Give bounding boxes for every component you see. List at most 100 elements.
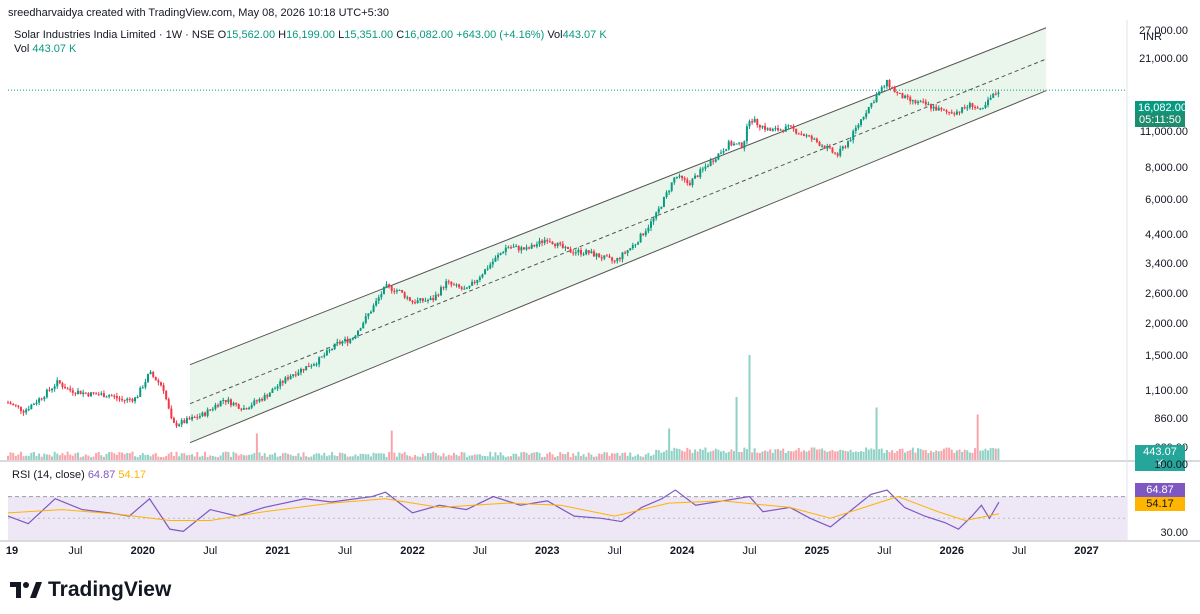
volume-bar xyxy=(844,450,847,460)
currency-label[interactable]: INR xyxy=(1143,31,1162,43)
volume-bar xyxy=(77,452,80,460)
candle-body xyxy=(271,388,274,393)
time-axis-label: 2023 xyxy=(535,545,560,557)
volume-tag: 443.07 K xyxy=(1135,445,1185,471)
candle-body xyxy=(834,152,837,154)
candle-body xyxy=(35,402,38,404)
volume-bar xyxy=(40,456,43,460)
candle-body xyxy=(735,143,738,145)
volume-bar xyxy=(880,448,883,460)
close-value: 16,082.00 xyxy=(404,29,454,41)
volume-bar xyxy=(123,454,126,460)
volume-bar xyxy=(341,452,344,460)
candle-body xyxy=(688,183,691,185)
tradingview-logo[interactable]: TradingView xyxy=(10,578,171,602)
price-axis-label: 8,000.00 xyxy=(1145,161,1188,174)
volume-bar xyxy=(722,450,725,460)
volume-bar xyxy=(421,453,424,460)
volume-bar xyxy=(637,454,640,460)
volume-bar xyxy=(683,451,686,460)
candle-body xyxy=(48,389,51,391)
volume-bar xyxy=(217,457,220,460)
candle-body xyxy=(118,398,121,400)
volume-bar xyxy=(914,452,917,460)
volume-bar xyxy=(74,453,77,460)
volume-bar xyxy=(82,456,85,460)
rsi-legend[interactable]: RSI (14, close) 64.87 54.17 xyxy=(12,469,146,481)
candle-body xyxy=(681,175,684,179)
candle-body xyxy=(961,107,964,113)
candle-body xyxy=(509,247,512,249)
volume-bar xyxy=(561,453,564,460)
price-axis-label: 11,000.00 xyxy=(1139,125,1188,138)
volume-bar xyxy=(507,456,510,460)
candle-body xyxy=(634,244,637,246)
volume-bar xyxy=(136,457,139,460)
candle-body xyxy=(74,392,77,394)
candle-body xyxy=(592,251,595,257)
volume-bar xyxy=(872,449,875,460)
candle-body xyxy=(144,381,147,388)
volume-bar xyxy=(196,452,199,460)
candle-body xyxy=(89,392,92,397)
candle-body xyxy=(847,141,850,147)
volume-bar xyxy=(408,456,411,460)
volume-bar xyxy=(206,456,209,460)
volume-bar xyxy=(395,456,398,460)
candle-body xyxy=(395,290,398,292)
volume-bar xyxy=(478,454,481,460)
candle-body xyxy=(551,241,554,245)
volume-legend[interactable]: Vol 443.07 K xyxy=(14,43,76,55)
candle-body xyxy=(100,393,103,395)
volume-bar xyxy=(183,453,186,460)
candle-body xyxy=(859,119,862,125)
candle-body xyxy=(966,107,969,109)
volume-bar xyxy=(30,452,33,460)
candle-body xyxy=(421,298,424,302)
volume-bar xyxy=(906,450,909,460)
volume-bar xyxy=(800,451,803,460)
volume-bar xyxy=(437,455,440,460)
volume-bar xyxy=(188,455,191,460)
volume-bar xyxy=(385,456,388,460)
volume-bar xyxy=(359,453,362,460)
volume-bar xyxy=(268,454,271,460)
rsi-tag: 64.87 xyxy=(1135,483,1185,497)
candle-body xyxy=(401,289,404,293)
volume-bar xyxy=(530,452,533,460)
symbol-name[interactable]: Solar Industries India Limited · 1W · NS… xyxy=(14,29,215,41)
volume-bar xyxy=(263,453,266,460)
candle-body xyxy=(369,311,372,314)
volume-bar xyxy=(815,449,818,460)
volume-bar xyxy=(354,454,357,460)
volume-bar xyxy=(35,455,38,460)
volume-bar xyxy=(424,456,427,460)
candle-body xyxy=(66,388,69,390)
candle-body xyxy=(792,125,795,129)
time-axis-label: Jul xyxy=(203,545,218,557)
candle-body xyxy=(398,289,401,291)
volume-bar xyxy=(748,355,751,460)
candle-body xyxy=(779,129,782,131)
candle-body xyxy=(802,134,805,136)
candle-body xyxy=(844,146,847,148)
volume-bar xyxy=(764,450,767,460)
candle-body xyxy=(27,409,30,411)
candle-body xyxy=(312,364,315,366)
candle-body xyxy=(465,287,468,289)
candle-body xyxy=(460,287,463,290)
candle-body xyxy=(631,245,634,249)
volume-bar xyxy=(911,447,914,460)
candle-body xyxy=(605,255,608,257)
volume-bar xyxy=(406,455,409,460)
volume-bar xyxy=(917,448,920,460)
volume-bar xyxy=(517,456,520,460)
volume-bar xyxy=(159,457,162,460)
candle-body xyxy=(157,380,160,383)
candle-body xyxy=(284,377,287,383)
time-axis-label: Jul xyxy=(607,545,622,557)
volume-bar xyxy=(491,456,494,460)
candle-body xyxy=(683,178,686,180)
candle-body xyxy=(766,128,769,130)
